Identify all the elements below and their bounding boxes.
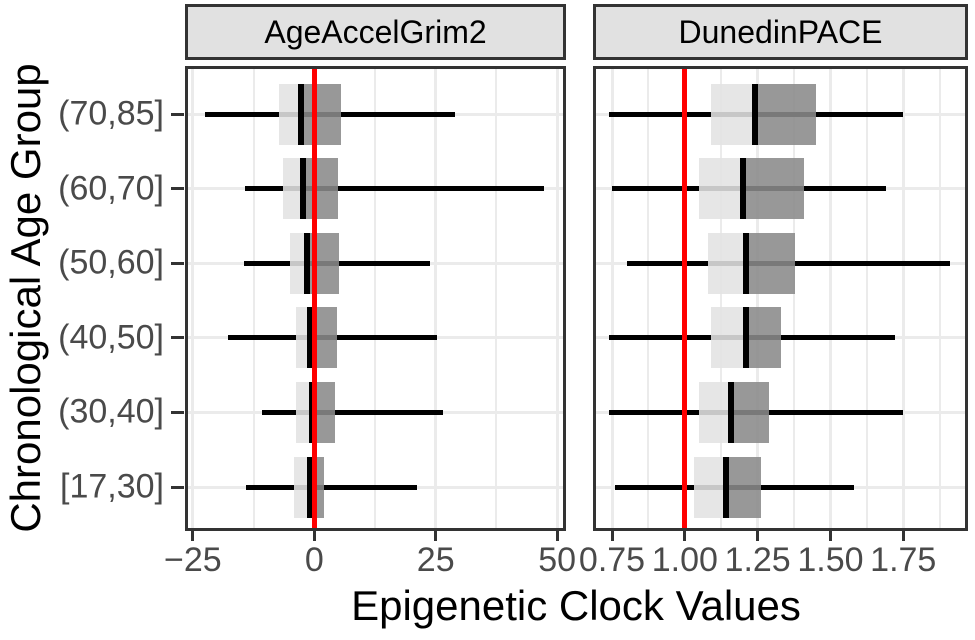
x-tick-label: 1.50: [797, 541, 864, 579]
boxplot-box-lower-half: [693, 456, 726, 518]
x-tick-label: 50: [538, 541, 577, 579]
y-tick-label: (30,40]: [58, 392, 164, 431]
minor-gridline-vertical: [793, 69, 796, 528]
x-tick-label: −25: [164, 541, 222, 579]
boxplot-box-lower-half: [283, 158, 303, 220]
x-axis-title: Epigenetic Clock Values: [351, 582, 801, 629]
boxplot-median-line: [306, 456, 313, 518]
boxplot-box-lower-half: [708, 232, 746, 294]
minor-gridline-vertical: [938, 69, 941, 528]
boxplot-box-lower-half: [296, 381, 313, 443]
major-gridline-vertical: [756, 69, 760, 528]
boxplot-box-upper-half: [725, 456, 761, 518]
facet-strip-label: AgeAccelGrim2: [264, 13, 487, 50]
boxplot-box-lower-half: [711, 83, 755, 145]
boxplot-box-upper-half: [731, 381, 770, 443]
major-gridline-vertical: [191, 69, 195, 528]
facet-strip-label: DunedinPACE: [678, 13, 883, 50]
minor-gridline-vertical: [865, 69, 868, 528]
major-gridline-vertical: [828, 69, 832, 528]
x-axis-tick: [555, 531, 559, 541]
major-gridline-vertical: [434, 69, 438, 528]
major-gridline-vertical: [901, 69, 905, 528]
boxplot-box-upper-half: [754, 83, 816, 145]
boxplot-box-upper-half: [745, 307, 781, 369]
boxplot-median-line: [298, 83, 305, 145]
boxplot-box-lower-half: [711, 307, 746, 369]
x-axis-tick: [610, 531, 614, 541]
major-gridline-vertical: [610, 69, 614, 528]
boxplot-median-line: [742, 232, 749, 294]
y-tick-label: (70,85]: [58, 94, 164, 133]
y-tick-label: [17,30]: [60, 467, 164, 506]
x-tick-label: 1.00: [651, 541, 718, 579]
y-axis-tick: [171, 336, 184, 340]
y-tick-label: (40,50]: [58, 318, 164, 357]
x-axis-tick: [191, 531, 195, 541]
boxplot-median-line: [740, 158, 747, 220]
boxplot-median-line: [728, 381, 735, 443]
boxplot-median-line: [722, 456, 729, 518]
minor-gridline-vertical: [495, 69, 498, 528]
panel-ageaccelgrim2: [185, 66, 566, 531]
boxplot-box-lower-half: [289, 232, 307, 294]
boxplot-box-upper-half: [312, 381, 335, 443]
panel-dunedinpace: [593, 66, 968, 531]
facet-strip-ageaccelgrim2: AgeAccelGrim2: [185, 4, 566, 60]
minor-gridline-vertical: [720, 69, 723, 528]
minor-gridline-vertical: [252, 69, 255, 528]
boxplot-box-lower-half: [699, 158, 744, 220]
minor-gridline-vertical: [647, 69, 650, 528]
y-axis-tick: [171, 261, 184, 265]
boxplot-median-line: [304, 232, 310, 294]
x-tick-label: 0.75: [578, 541, 646, 579]
y-axis-tick: [171, 187, 184, 191]
x-tick-label: 25: [416, 541, 455, 579]
x-axis-tick: [901, 531, 905, 541]
reference-line: [682, 69, 688, 528]
y-axis-tick: [171, 485, 184, 489]
boxplot-box-upper-half: [743, 158, 805, 220]
boxplot-median-line: [299, 158, 306, 220]
y-tick-label: (60,70]: [58, 169, 164, 208]
x-axis-tick: [756, 531, 760, 541]
boxplot-median-line: [742, 307, 749, 369]
facet-strip-dunedinpace: DunedinPACE: [593, 4, 968, 60]
boxplot-box-lower-half: [699, 381, 732, 443]
boxplot-whisker: [261, 409, 444, 415]
x-axis-tick: [828, 531, 832, 541]
boxplot-whisker: [245, 484, 417, 490]
boxplot-box-lower-half: [295, 307, 311, 369]
x-tick-label: 1.75: [870, 541, 937, 579]
boxplot-median-line: [307, 307, 314, 369]
x-axis-tick: [683, 531, 687, 541]
x-axis-tick: [312, 531, 316, 541]
y-axis-title: Chronological Age Group: [2, 63, 49, 533]
y-axis-tick: [171, 112, 184, 116]
y-tick-label: (50,60]: [58, 243, 164, 282]
boxplot-box-upper-half: [302, 158, 339, 220]
reference-line: [311, 69, 317, 528]
boxplot-box-upper-half: [301, 83, 341, 145]
boxplot-box-lower-half: [294, 456, 310, 518]
boxplot-box-upper-half: [745, 232, 796, 294]
boxplot-whisker: [244, 186, 545, 192]
minor-gridline-vertical: [374, 69, 376, 528]
major-gridline-vertical: [555, 69, 559, 528]
y-axis-tick: [171, 410, 184, 414]
boxplot-median-line: [751, 83, 758, 145]
x-tick-label: 0: [304, 541, 324, 579]
x-tick-label: 1.25: [724, 541, 791, 579]
x-axis-tick: [434, 531, 438, 541]
boxplot-box-lower-half: [279, 83, 302, 145]
